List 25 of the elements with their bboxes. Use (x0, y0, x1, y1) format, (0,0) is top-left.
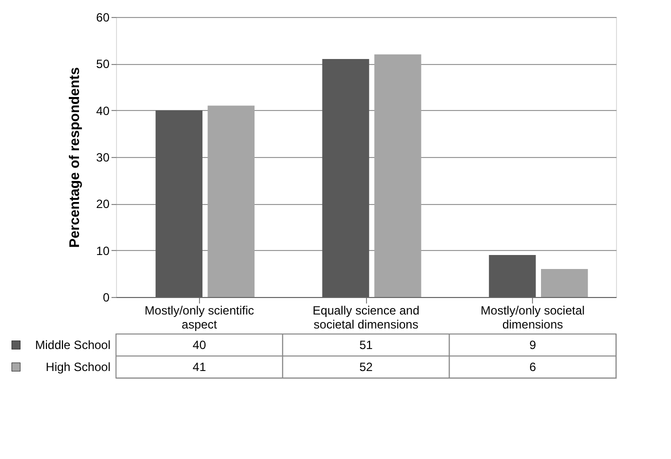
y-axis-title: Percentage of respondents (66, 67, 82, 248)
x-tick-label: Equally science and societal dimensions (312, 304, 420, 332)
x-tick-label: Mostly/only scientific aspect (144, 304, 254, 332)
bar (156, 110, 202, 297)
x-tick-label: Mostly/only societal dimensions (480, 304, 585, 332)
legend-label: High School (46, 360, 110, 374)
y-tick-label: 20 (96, 197, 110, 212)
data-label: 41 (192, 360, 206, 374)
data-label: 51 (359, 338, 373, 352)
legend-label: Middle School (35, 338, 110, 352)
bar (374, 54, 422, 297)
y-tick-label: 30 (96, 150, 110, 164)
bar (541, 269, 588, 297)
y-tick-label: 50 (96, 57, 110, 72)
y-tick-label: 10 (96, 244, 110, 258)
data-label: 9 (529, 338, 536, 352)
data-label: 52 (359, 360, 373, 374)
y-tick-label: 0 (102, 290, 110, 304)
y-tick-label: 40 (96, 104, 110, 118)
bar (488, 255, 536, 297)
bar (208, 106, 255, 297)
bar (322, 59, 370, 297)
data-label: 40 (192, 338, 206, 352)
y-tick-label: 60 (96, 10, 110, 24)
data-label: 6 (529, 360, 536, 374)
